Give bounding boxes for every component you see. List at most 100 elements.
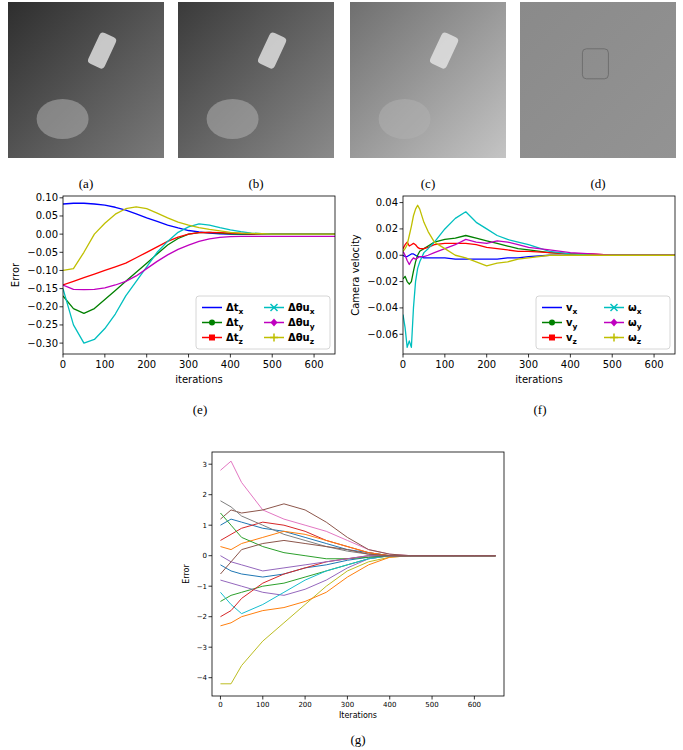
x-tick: [188, 354, 189, 358]
photo-object: [379, 99, 431, 139]
x-tick-label: 500: [425, 701, 438, 709]
photo-object: [37, 99, 89, 139]
y-tick-label: 0.00: [36, 229, 58, 240]
x-tick-label: 500: [263, 359, 282, 370]
photo: [8, 2, 164, 158]
legend-label-sub: z: [310, 337, 314, 346]
legend-marker: [549, 320, 555, 326]
y-tick-label: −0.25: [27, 319, 58, 330]
legend-label-base: ω: [628, 302, 637, 313]
legend-box: [536, 296, 670, 349]
y-tick-label: −3: [197, 644, 207, 652]
legend-label-sub: x: [637, 307, 642, 316]
x-tick-label: 400: [561, 359, 580, 370]
legend-line: [542, 307, 562, 309]
y-tick: [209, 525, 213, 526]
y-tick: [400, 255, 404, 256]
panel-caption: (b): [248, 176, 263, 191]
plot-frame: [212, 452, 504, 696]
y-tick: [60, 197, 64, 198]
y-tick: [209, 464, 213, 465]
legend-marker: [209, 335, 215, 341]
y-tick: [60, 324, 64, 325]
legend-label-sub: y: [310, 322, 315, 331]
x-tick-label: 300: [519, 359, 538, 370]
y-tick-label: −2: [197, 613, 207, 621]
series-line: [220, 501, 495, 556]
legend-label-sub: x: [310, 307, 315, 316]
figure: (a)(b)(c)(d)01002003004005006000.100.050…: [0, 0, 683, 750]
legend-marker: [611, 319, 618, 327]
y-axis-title: Error: [10, 262, 21, 287]
legend-label-base: Δt: [226, 332, 239, 343]
plot-area: [220, 461, 495, 684]
legend-label-sub: z: [239, 337, 243, 346]
y-tick: [60, 343, 64, 344]
series-line: [63, 232, 335, 285]
y-tick-label: −0.10: [27, 265, 58, 276]
x-axis-title: iterations: [175, 374, 222, 385]
y-tick-label: 1: [203, 522, 207, 530]
photo-object: [257, 31, 288, 69]
series-line: [220, 556, 495, 684]
y-tick-label: −0.30: [27, 338, 58, 349]
y-tick: [209, 586, 213, 587]
legend-label: Δθuy: [288, 317, 315, 331]
legend-label-base: Δθu: [288, 317, 310, 328]
x-tick: [474, 696, 475, 700]
x-tick: [347, 696, 348, 700]
x-axis-title: Iterations: [339, 711, 377, 720]
panel-caption: (e): [193, 402, 207, 417]
legend-marker: [611, 304, 618, 311]
series-line: [220, 504, 495, 556]
legend-line: [202, 307, 222, 309]
legend-label-sub: z: [573, 337, 577, 346]
series-line: [63, 236, 335, 289]
y-axis-title: Error: [182, 564, 191, 584]
x-tick-label: 100: [256, 701, 269, 709]
legend: ΔtxΔtyΔtzΔθuxΔθuyΔθuz: [196, 296, 330, 349]
legend-label: ωx: [628, 302, 642, 316]
x-tick: [220, 696, 221, 700]
x-tick: [389, 696, 390, 700]
y-tick-label: −0.20: [27, 301, 58, 312]
x-tick-label: 0: [218, 701, 222, 709]
panel-caption: (c): [421, 176, 435, 191]
x-tick: [305, 696, 306, 700]
x-tick: [63, 354, 64, 358]
y-axis-title: Camera velocity: [350, 234, 361, 316]
series-line: [403, 236, 675, 285]
y-tick-label: 0.00: [376, 250, 398, 261]
photo-object: [87, 31, 118, 69]
legend-label-base: Δt: [226, 302, 239, 313]
y-tick: [209, 616, 213, 617]
x-tick: [528, 354, 529, 358]
y-tick: [209, 555, 213, 556]
legend-marker: [270, 334, 278, 342]
photo-object: [429, 31, 460, 69]
y-tick: [209, 677, 213, 678]
series-line: [220, 556, 495, 617]
photo-object: [207, 99, 259, 139]
y-tick: [60, 215, 64, 216]
legend-label: Δtx: [226, 302, 244, 316]
photo: [520, 2, 676, 158]
series-line: [220, 556, 495, 614]
y-tick-label: 0.10: [36, 192, 58, 203]
y-tick: [209, 494, 213, 495]
legend-label-sub: y: [239, 322, 244, 331]
x-tick-label: 300: [341, 701, 354, 709]
x-tick-label: 600: [645, 359, 664, 370]
y-tick-label: −0.02: [367, 276, 398, 287]
legend-marker: [271, 304, 278, 311]
legend-label: ωy: [628, 317, 642, 331]
x-tick: [654, 354, 655, 358]
legend-label: Δθuz: [288, 332, 314, 346]
legend-label-sub: x: [239, 307, 244, 316]
y-tick-label: 3: [203, 461, 207, 469]
x-tick: [486, 354, 487, 358]
y-tick-label: 2: [203, 491, 207, 499]
y-tick: [400, 307, 404, 308]
plot-frame: [63, 196, 335, 354]
legend-label-sub: y: [573, 322, 578, 331]
